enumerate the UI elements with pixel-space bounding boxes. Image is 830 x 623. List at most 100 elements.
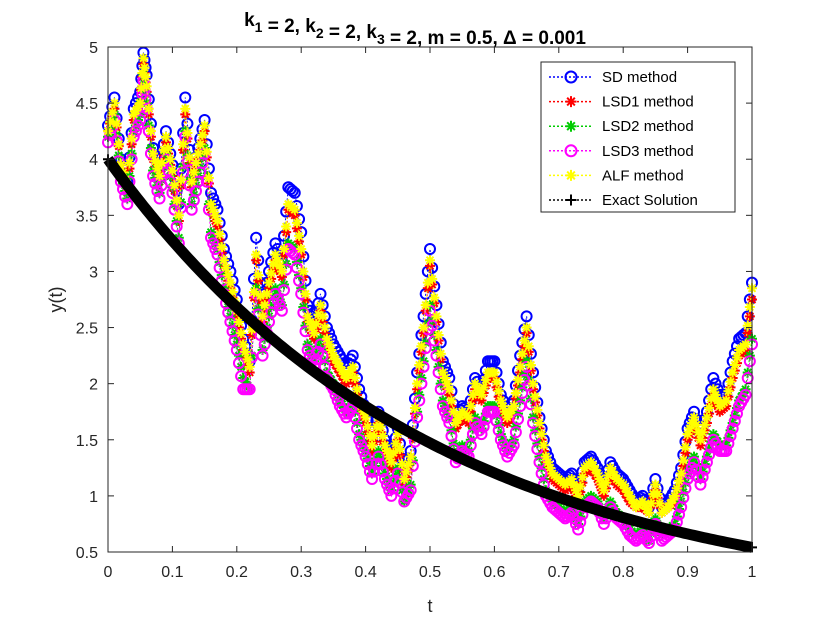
data-point [300,294,311,305]
data-point [315,305,326,316]
data-point [535,467,548,480]
data-point [390,438,401,449]
data-point [534,423,545,434]
data-point [688,456,701,469]
data-point [360,401,371,412]
data-point [386,457,397,468]
data-point [446,401,457,412]
data-point [109,98,120,109]
data-point [264,277,274,288]
y-axis: 0.5 1 1.5 2 2.5 3 3.5 4 4.5 5 [76,40,752,562]
data-point [394,444,405,455]
data-point [348,411,361,424]
data-point [592,468,603,479]
data-point [414,359,425,370]
data-point [244,367,255,378]
data-point [257,311,268,322]
data-point [269,237,282,250]
data-point [642,537,655,550]
data-point [577,472,588,483]
data-point [598,490,609,501]
data-point [180,103,191,114]
data-point [171,195,182,206]
data-point [508,401,519,412]
data-point [346,349,359,362]
data-point [665,498,676,509]
data-point [169,186,180,197]
data-point [476,389,487,400]
data-point [523,341,534,352]
data-point [281,221,292,232]
legend-marker [565,169,577,181]
data-point [268,264,279,275]
data-point [519,335,530,346]
data-point [233,316,244,327]
legend-label: LSD1 method [602,94,694,111]
legend-box [540,61,736,213]
data-point [594,474,605,485]
data-point [622,487,633,498]
data-point [425,260,435,271]
data-point [199,126,210,137]
data-point [416,341,427,352]
data-point [566,474,577,485]
data-point [695,434,706,445]
data-point [201,146,212,157]
data-point [296,356,307,367]
data-point [682,429,693,440]
data-point [650,479,661,490]
data-point [238,339,249,350]
data-point [385,489,398,502]
data-point [504,408,515,419]
title-subscript: 1 [255,19,263,35]
data-point [233,322,244,333]
data-point [138,58,149,69]
data-point [601,477,612,488]
data-point [355,439,368,452]
data-point [512,413,525,426]
data-point [641,503,652,514]
legend-item: LSD2 method [549,118,694,135]
data-point [242,354,253,365]
data-point [695,440,706,451]
data-point [489,467,500,478]
data-point [573,490,584,501]
data-point [227,287,238,298]
y-tick-label: 1.5 [76,433,98,450]
data-point [279,244,290,254]
data-point [510,393,521,404]
data-point [211,248,224,261]
legend-item: ALF method [549,167,684,184]
data-point [429,298,440,309]
data-point [256,349,269,362]
data-point [330,354,341,365]
data-point [214,234,225,245]
data-point [706,393,717,404]
data-point [618,479,629,490]
data-point [238,373,249,384]
data-point [255,296,266,307]
data-point [375,427,386,438]
data-point [742,328,753,339]
data-point [352,384,363,395]
data-point [500,406,511,417]
data-point [240,376,251,387]
data-point [472,382,483,393]
data-point [517,354,528,365]
data-point [359,450,372,463]
data-point [378,473,391,486]
y-tick-label: 3.5 [76,208,98,225]
data-point [138,53,149,64]
data-point [293,274,306,287]
data-point [197,135,208,146]
data-point [259,305,270,316]
legend-marker [565,194,577,206]
data-point [266,273,277,284]
data-point [467,389,478,400]
data-point [588,460,599,471]
data-point [678,460,689,471]
data-point [300,288,311,299]
x-tick-label: 0.6 [483,564,505,581]
data-point [145,131,156,142]
series-alf-method [103,53,757,518]
